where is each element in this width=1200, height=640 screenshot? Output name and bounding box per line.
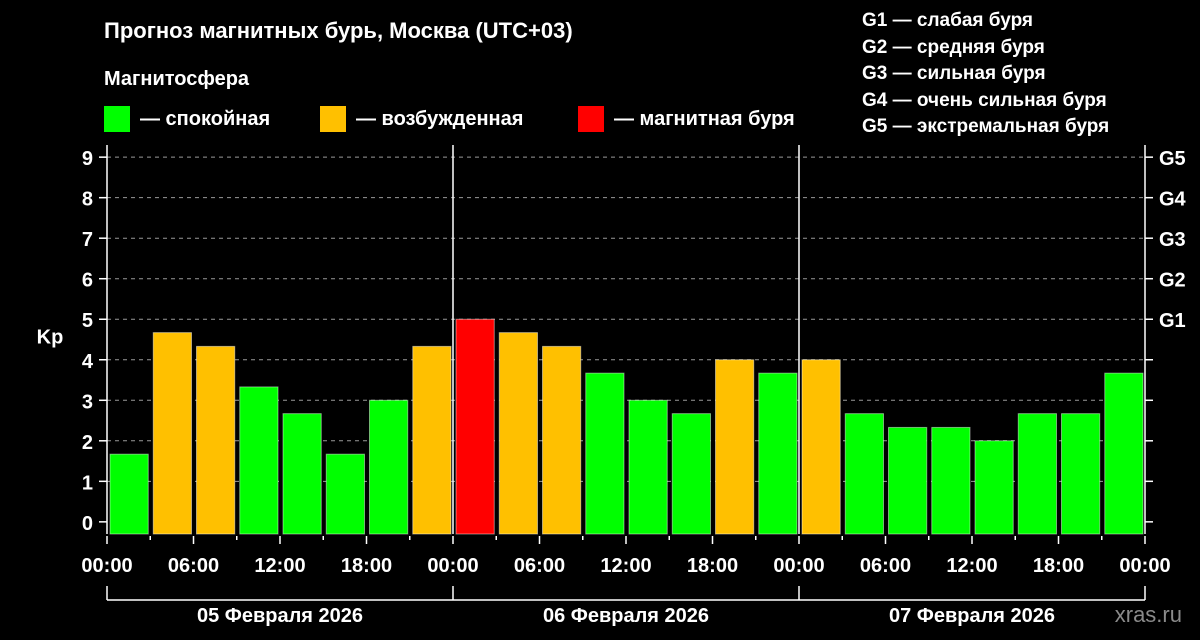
bar-quiet bbox=[1061, 413, 1101, 535]
day-label: 06 Февраля 2026 bbox=[543, 605, 709, 627]
bar-quiet bbox=[1017, 413, 1057, 535]
x-tick-label: 12:00 bbox=[254, 555, 305, 577]
g-level-label: G5 bbox=[1159, 148, 1186, 170]
bar-quiet bbox=[628, 399, 668, 535]
bar-active bbox=[498, 332, 538, 535]
legend-item-active: — возбужденная bbox=[320, 106, 523, 132]
bar-quiet bbox=[369, 399, 409, 535]
y-tick-label: 4 bbox=[82, 351, 94, 373]
g-level-label: G2 bbox=[1159, 270, 1186, 292]
g-legend-3: G3 — сильная буря bbox=[862, 63, 1046, 84]
g-legend-5: G5 — экстремальная буря bbox=[862, 116, 1110, 137]
legend-label: — спокойная bbox=[140, 107, 271, 130]
source-label: xras.ru bbox=[1114, 602, 1182, 627]
x-tick-label: 00:00 bbox=[773, 555, 824, 577]
y-tick-label: 2 bbox=[82, 432, 93, 454]
chart-title: Прогноз магнитных бурь, Москва (UTC+03) bbox=[104, 18, 573, 43]
bar-quiet bbox=[1104, 372, 1144, 535]
bar-active bbox=[152, 332, 192, 535]
bar-quiet bbox=[758, 372, 798, 535]
bar-quiet bbox=[974, 440, 1014, 535]
y-tick-label: 3 bbox=[82, 391, 93, 413]
bar-quiet bbox=[282, 413, 322, 535]
bar-active bbox=[196, 345, 236, 535]
legend-label: — магнитная буря bbox=[614, 107, 795, 130]
bar-active bbox=[412, 345, 452, 535]
x-tick-label: 00:00 bbox=[427, 555, 478, 577]
bar-quiet bbox=[325, 453, 365, 535]
y-tick-label: 6 bbox=[82, 270, 93, 292]
bar-quiet bbox=[585, 372, 625, 535]
x-tick-label: 00:00 bbox=[81, 555, 132, 577]
day-label: 05 Февраля 2026 bbox=[197, 605, 363, 627]
y-tick-label: 8 bbox=[82, 189, 93, 211]
bar-quiet bbox=[671, 413, 711, 535]
x-tick-label: 06:00 bbox=[860, 555, 911, 577]
g-level-label: G3 bbox=[1159, 229, 1186, 251]
x-tick-label: 06:00 bbox=[168, 555, 219, 577]
bar-active bbox=[542, 345, 582, 535]
x-tick-label: 12:00 bbox=[946, 555, 997, 577]
bar-active bbox=[715, 359, 755, 535]
bar-quiet bbox=[888, 426, 928, 535]
x-tick-label: 12:00 bbox=[600, 555, 651, 577]
bar-quiet bbox=[109, 453, 149, 535]
x-tick-label: 06:00 bbox=[514, 555, 565, 577]
bar-quiet bbox=[931, 426, 971, 535]
bar-quiet bbox=[239, 386, 279, 535]
y-tick-label: 7 bbox=[82, 229, 93, 251]
x-tick-label: 18:00 bbox=[687, 555, 738, 577]
legend-swatch bbox=[104, 106, 130, 132]
legend-swatch bbox=[578, 106, 604, 132]
x-tick-label: 18:00 bbox=[341, 555, 392, 577]
g-level-label: G1 bbox=[1159, 310, 1186, 332]
legend-label: — возбужденная bbox=[356, 107, 524, 130]
legend-item-quiet: — спокойная bbox=[104, 106, 270, 132]
y-tick-label: 9 bbox=[82, 148, 93, 170]
y-tick-label: 1 bbox=[82, 472, 93, 494]
bar-storm bbox=[455, 318, 495, 535]
y-tick-label: 0 bbox=[82, 513, 93, 535]
legend-title: Магнитосфера bbox=[104, 68, 250, 90]
x-tick-label: 00:00 bbox=[1119, 555, 1170, 577]
legend-swatch bbox=[320, 106, 346, 132]
y-axis-label: Kp bbox=[37, 326, 64, 348]
bar-active bbox=[801, 359, 841, 535]
g-level-label: G4 bbox=[1159, 189, 1187, 211]
day-label: 07 Февраля 2026 bbox=[889, 605, 1055, 627]
g-legend-2: G2 — средняя буря bbox=[862, 37, 1045, 58]
bar-quiet bbox=[844, 413, 884, 535]
g-legend-4: G4 — очень сильная буря bbox=[862, 90, 1107, 111]
g-legend-1: G1 — слабая буря bbox=[862, 10, 1034, 31]
legend-item-storm: — магнитная буря bbox=[578, 106, 795, 132]
x-tick-label: 18:00 bbox=[1033, 555, 1084, 577]
y-tick-label: 5 bbox=[82, 310, 93, 332]
